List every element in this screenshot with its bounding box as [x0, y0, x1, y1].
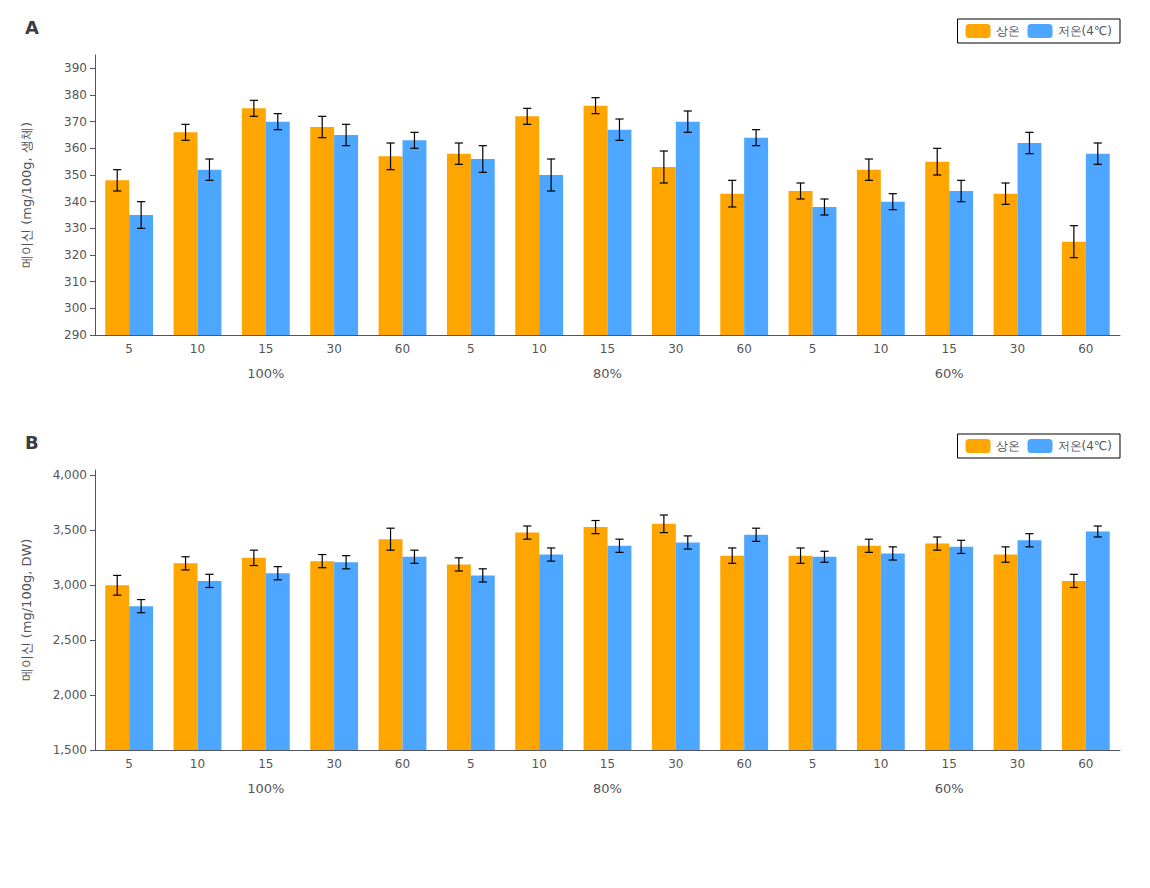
svg-text:5: 5 — [809, 342, 817, 356]
svg-text:10: 10 — [532, 342, 547, 356]
svg-text:저온(4℃): 저온(4℃) — [1058, 24, 1112, 38]
svg-text:60: 60 — [1078, 342, 1093, 356]
svg-text:310: 310 — [64, 275, 87, 289]
svg-text:15: 15 — [258, 342, 273, 356]
svg-text:320: 320 — [64, 248, 87, 262]
svg-text:4,000: 4,000 — [53, 468, 87, 482]
svg-text:15: 15 — [258, 757, 273, 771]
svg-text:380: 380 — [64, 88, 87, 102]
svg-text:80%: 80% — [593, 366, 622, 381]
svg-text:3,500: 3,500 — [53, 523, 87, 537]
svg-text:2,500: 2,500 — [53, 633, 87, 647]
svg-text:5: 5 — [125, 342, 133, 356]
svg-text:100%: 100% — [247, 781, 284, 796]
svg-text:상온: 상온 — [996, 24, 1020, 38]
svg-text:60: 60 — [395, 342, 410, 356]
svg-text:100%: 100% — [247, 366, 284, 381]
svg-text:15: 15 — [942, 757, 957, 771]
svg-text:10: 10 — [873, 342, 888, 356]
svg-text:60%: 60% — [935, 781, 964, 796]
svg-text:60: 60 — [1078, 757, 1093, 771]
svg-text:15: 15 — [600, 342, 615, 356]
svg-text:5: 5 — [125, 757, 133, 771]
svg-text:60: 60 — [737, 757, 752, 771]
svg-text:60: 60 — [737, 342, 752, 356]
svg-text:80%: 80% — [593, 781, 622, 796]
svg-text:15: 15 — [942, 342, 957, 356]
svg-text:350: 350 — [64, 168, 87, 182]
svg-text:B: B — [25, 432, 39, 453]
svg-text:330: 330 — [64, 221, 87, 235]
svg-text:메이신 (mg/100g, 생체): 메이신 (mg/100g, 생체) — [19, 122, 34, 268]
svg-text:370: 370 — [64, 115, 87, 129]
svg-text:5: 5 — [467, 757, 475, 771]
svg-text:메이신 (mg/100g, DW): 메이신 (mg/100g, DW) — [19, 539, 34, 682]
svg-text:340: 340 — [64, 195, 87, 209]
svg-text:2,000: 2,000 — [53, 688, 87, 702]
svg-text:30: 30 — [668, 342, 683, 356]
svg-text:3,000: 3,000 — [53, 578, 87, 592]
svg-text:60: 60 — [395, 757, 410, 771]
svg-text:290: 290 — [64, 328, 87, 342]
svg-text:10: 10 — [873, 757, 888, 771]
svg-text:5: 5 — [809, 757, 817, 771]
svg-text:1,500: 1,500 — [53, 743, 87, 757]
svg-text:10: 10 — [190, 757, 205, 771]
svg-text:상온: 상온 — [996, 439, 1020, 453]
svg-text:300: 300 — [64, 301, 87, 315]
svg-text:10: 10 — [532, 757, 547, 771]
svg-text:390: 390 — [64, 61, 87, 75]
svg-text:저온(4℃): 저온(4℃) — [1058, 439, 1112, 453]
svg-text:5: 5 — [467, 342, 475, 356]
svg-text:15: 15 — [600, 757, 615, 771]
svg-text:60%: 60% — [935, 366, 964, 381]
svg-text:30: 30 — [1010, 342, 1025, 356]
svg-text:10: 10 — [190, 342, 205, 356]
svg-text:30: 30 — [327, 757, 342, 771]
svg-text:A: A — [25, 17, 39, 38]
svg-text:30: 30 — [327, 342, 342, 356]
svg-text:30: 30 — [668, 757, 683, 771]
svg-text:360: 360 — [64, 141, 87, 155]
svg-text:30: 30 — [1010, 757, 1025, 771]
